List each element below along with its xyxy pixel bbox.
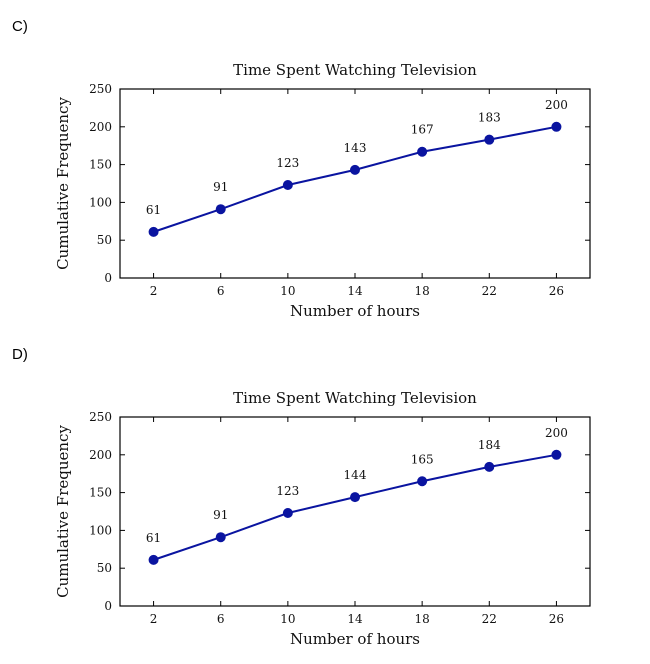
y-tick-label: 100 — [89, 195, 112, 209]
y-tick-label: 50 — [97, 233, 112, 247]
data-point — [215, 532, 226, 543]
option-c-label: C) — [12, 18, 28, 35]
x-tick-label: 22 — [482, 284, 497, 298]
data-point — [551, 449, 562, 460]
y-axis-label: Cumulative Frequency — [54, 97, 72, 270]
data-label: 183 — [478, 111, 501, 125]
x-axis-label: Number of hours — [290, 630, 420, 648]
plot-frame — [119, 88, 591, 279]
y-tick-label: 50 — [97, 561, 112, 575]
chart-option-d: Time Spent Watching Television 0 50 100 150 2… — [54, 389, 591, 648]
plot-frame — [119, 416, 591, 607]
y-tick-label: 150 — [89, 486, 112, 500]
data-point — [282, 508, 293, 519]
data-point — [350, 492, 360, 503]
data-label: 143 — [344, 141, 367, 155]
y-tick-label: 200 — [89, 120, 112, 134]
data-point — [417, 146, 428, 157]
y-tick-label: 100 — [89, 523, 112, 537]
data-label: 123 — [276, 156, 299, 170]
data-label: 165 — [411, 452, 434, 466]
data-point — [417, 476, 428, 487]
x-tick-label: 2 — [150, 612, 158, 626]
x-tick-label: 10 — [280, 284, 295, 298]
data-point — [484, 134, 495, 145]
y-axis-label: Cumulative Frequency — [54, 425, 72, 598]
x-tick-label: 6 — [217, 612, 225, 626]
data-label: 61 — [146, 531, 161, 545]
option-d-label: D) — [12, 346, 28, 363]
data-point — [148, 226, 159, 237]
x-tick-label: 26 — [549, 612, 564, 626]
y-tick-label: 200 — [89, 448, 112, 462]
data-point — [215, 204, 226, 215]
y-tick-label: 250 — [89, 82, 112, 96]
chart-title: Time Spent Watching Television — [233, 61, 477, 79]
chart-title: Time Spent Watching Television — [233, 389, 477, 407]
y-tick-label: 0 — [104, 271, 112, 285]
x-tick-label: 6 — [217, 284, 225, 298]
data-label: 167 — [411, 123, 434, 137]
x-tick-label: 14 — [347, 284, 363, 298]
data-label: 200 — [545, 426, 568, 440]
y-tick-label: 150 — [89, 158, 112, 172]
data-label: 200 — [545, 98, 568, 112]
chart-option-c: Time Spent Watching Television 0 50 100 150 2… — [54, 61, 591, 320]
data-label: 61 — [146, 203, 161, 217]
data-label: 144 — [344, 468, 367, 482]
data-point — [484, 461, 495, 472]
y-tick-label: 250 — [89, 410, 112, 424]
data-point — [282, 180, 293, 191]
x-tick-label: 10 — [280, 612, 295, 626]
data-point — [148, 554, 159, 565]
data-point — [350, 164, 360, 175]
x-tick-label: 26 — [549, 284, 564, 298]
data-label: 123 — [276, 484, 299, 498]
data-label: 91 — [213, 508, 228, 522]
x-tick-label: 18 — [415, 284, 430, 298]
x-tick-label: 2 — [150, 284, 158, 298]
x-tick-label: 14 — [347, 612, 363, 626]
x-tick-label: 22 — [482, 612, 497, 626]
data-point — [551, 121, 562, 132]
data-label: 91 — [213, 180, 228, 194]
data-label: 184 — [478, 438, 501, 452]
x-tick-label: 18 — [415, 612, 430, 626]
x-axis-label: Number of hours — [290, 302, 420, 320]
y-tick-label: 0 — [104, 599, 112, 613]
